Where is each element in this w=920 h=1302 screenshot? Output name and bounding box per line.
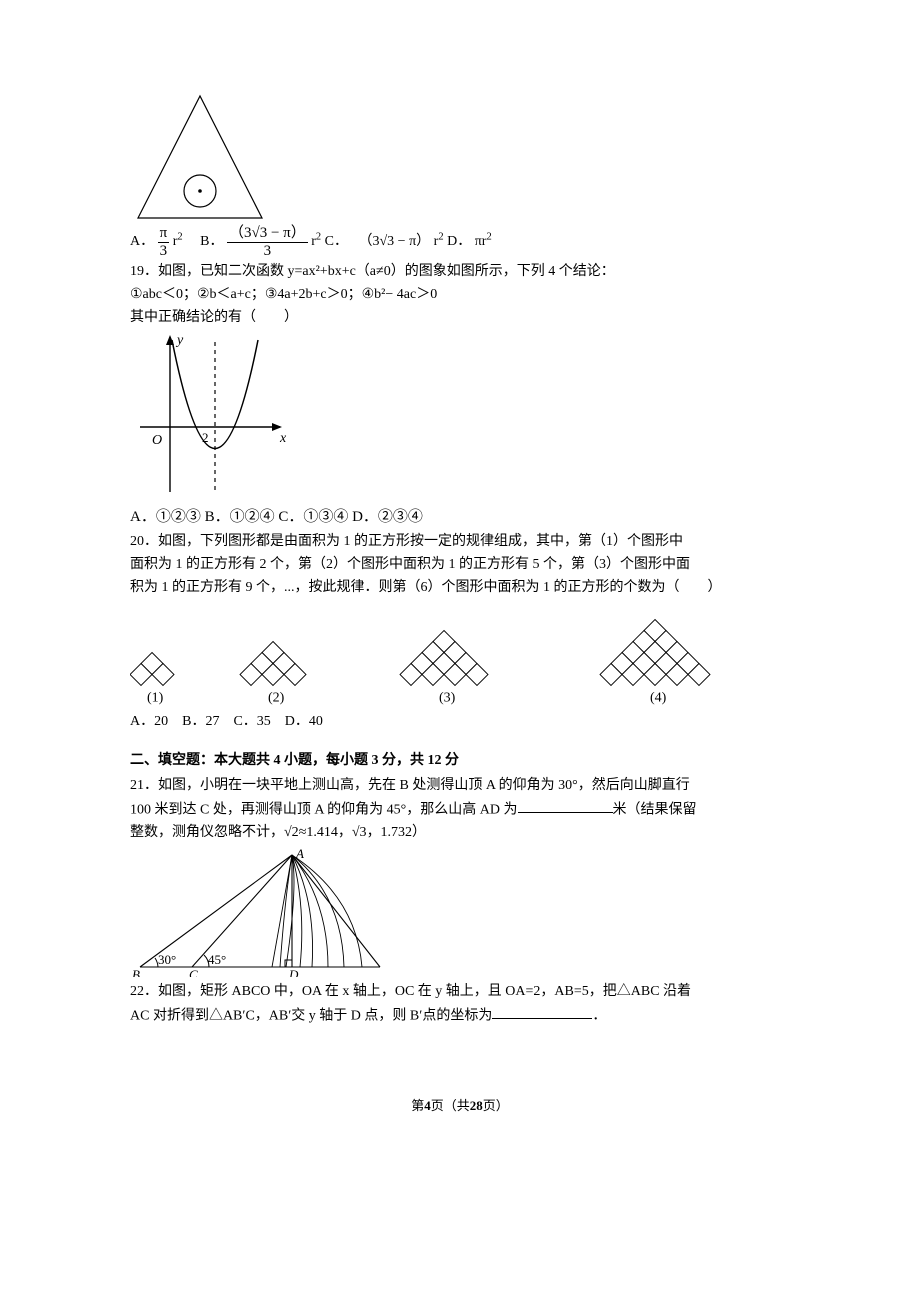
q20-line3: 积为 1 的正方形有 9 个，...，按此规律．则第（6）个图形中面积为 1 的… [130, 577, 790, 598]
q21-line3: 整数，测角仪忽略不计，√2≈1.414，√3，1.732） [130, 822, 790, 843]
svg-text:y: y [175, 333, 184, 348]
svg-text:C: C [189, 967, 198, 977]
pager-total: 28 [470, 1098, 483, 1113]
q21-line1: 21．如图，小明在一块平地上测山高，先在 B 处测得山顶 A 的仰角为 30°，… [130, 775, 790, 796]
q22-line2: AC 对折得到△AB′C，AB′交 y 轴于 D 点，则 B′点的坐标为 ． [130, 1004, 790, 1026]
opt-c-expr: （3√3 − π） r2 [359, 234, 444, 249]
q22-blank [492, 1004, 592, 1019]
q21-apx3: ，1.732） [367, 825, 427, 840]
q22-line1: 22．如图，矩形 ABCO 中，OA 在 x 轴上，OC 在 y 轴上，且 OA… [130, 981, 790, 1002]
q21-rad2: √2 [284, 825, 299, 840]
q20-options: A．20 B．27 C．35 D．40 [130, 711, 790, 732]
q21-l3a: 整数，测角仪忽略不计， [130, 825, 284, 840]
svg-text:(3): (3) [439, 690, 456, 705]
pager-post: 页） [483, 1098, 509, 1113]
opt-b-frac: （3√3 − π） 3 [227, 225, 308, 259]
frac-num: （3√3 − π） [227, 225, 308, 243]
svg-text:A: A [295, 847, 304, 861]
frac-num: π [158, 225, 170, 243]
svg-text:O: O [152, 433, 162, 448]
q18-triangle-figure [130, 94, 270, 221]
opt-a-frac: π 3 [158, 225, 170, 259]
q21-blank [518, 798, 613, 813]
opt-d-label: D． [447, 234, 471, 249]
q18-options: A． π 3 r2 B． （3√3 − π） 3 r2 C． （3√3 − π）… [130, 225, 790, 259]
q21-l2b: 米（结果保留 [613, 802, 697, 817]
svg-text:x: x [279, 431, 287, 446]
pager-pre: 第 [411, 1098, 424, 1113]
q21-apx2: ≈1.414， [299, 825, 352, 840]
opt-a-label: A． [130, 234, 154, 249]
svg-text:2: 2 [202, 430, 209, 445]
q21-l2a: 100 米到达 C 处，再测得山顶 A 的仰角为 45°，那么山高 AD 为 [130, 802, 518, 817]
svg-text:(4): (4) [650, 690, 667, 705]
svg-text:B: B [132, 967, 140, 977]
q21-line2: 100 米到达 C 处，再测得山顶 A 的仰角为 45°，那么山高 AD 为 米（… [130, 798, 790, 820]
q19-conditions: ①abc＜0；②b＜a+c；③4a+2b+c＞0；④b²− 4ac＞0 [130, 284, 790, 305]
opt-d-expr: πr2 [475, 234, 492, 249]
opt-c-label: C． [325, 234, 348, 249]
q19-tail: 其中正确结论的有（ ） [130, 307, 790, 328]
q22-l2b: ． [592, 1008, 606, 1023]
frac-den: 3 [158, 243, 170, 260]
pager-mid: 页（共 [431, 1098, 470, 1113]
q21-mountain-figure: 30° 45° B C D A [130, 847, 390, 977]
opt-b-label: B． [200, 234, 223, 249]
svg-text:(1): (1) [147, 690, 164, 705]
q20-line2: 面积为 1 的正方形有 2 个，第（2）个图形中面积为 1 的正方形有 5 个，… [130, 554, 790, 575]
page-footer: 第4页（共28页） [130, 1096, 790, 1116]
opt-a-tail: r2 [169, 234, 182, 249]
q20-line1: 20．如图，下列图形都是由面积为 1 的正方形按一定的规律组成，其中，第（1）个… [130, 531, 790, 552]
section-2-header: 二、填空题：本大题共 4 小题，每小题 3 分，共 12 分 [130, 750, 790, 771]
svg-text:30°: 30° [158, 952, 176, 967]
q21-rad3: √3 [352, 825, 367, 840]
q22-l2a: AC 对折得到△AB′C，AB′交 y 轴于 D 点，则 B′点的坐标为 [130, 1008, 492, 1023]
frac-den: 3 [227, 243, 308, 260]
svg-text:(2): (2) [268, 690, 285, 705]
q19-parabola-graph: O 2 x y [130, 332, 290, 502]
svg-text:D: D [288, 967, 299, 977]
q19-options: A．①②③ B．①②④ C．①③④ D．②③④ [130, 506, 790, 529]
q19-stem: 19．如图，已知二次函数 y=ax²+bx+c（a≠0）的图象如图所示，下列 4… [130, 261, 790, 282]
q20-diamond-pattern: (1) (2) (3) (4) [130, 602, 790, 707]
svg-text:45°: 45° [208, 952, 226, 967]
opt-b-tail: r2 [308, 234, 321, 249]
